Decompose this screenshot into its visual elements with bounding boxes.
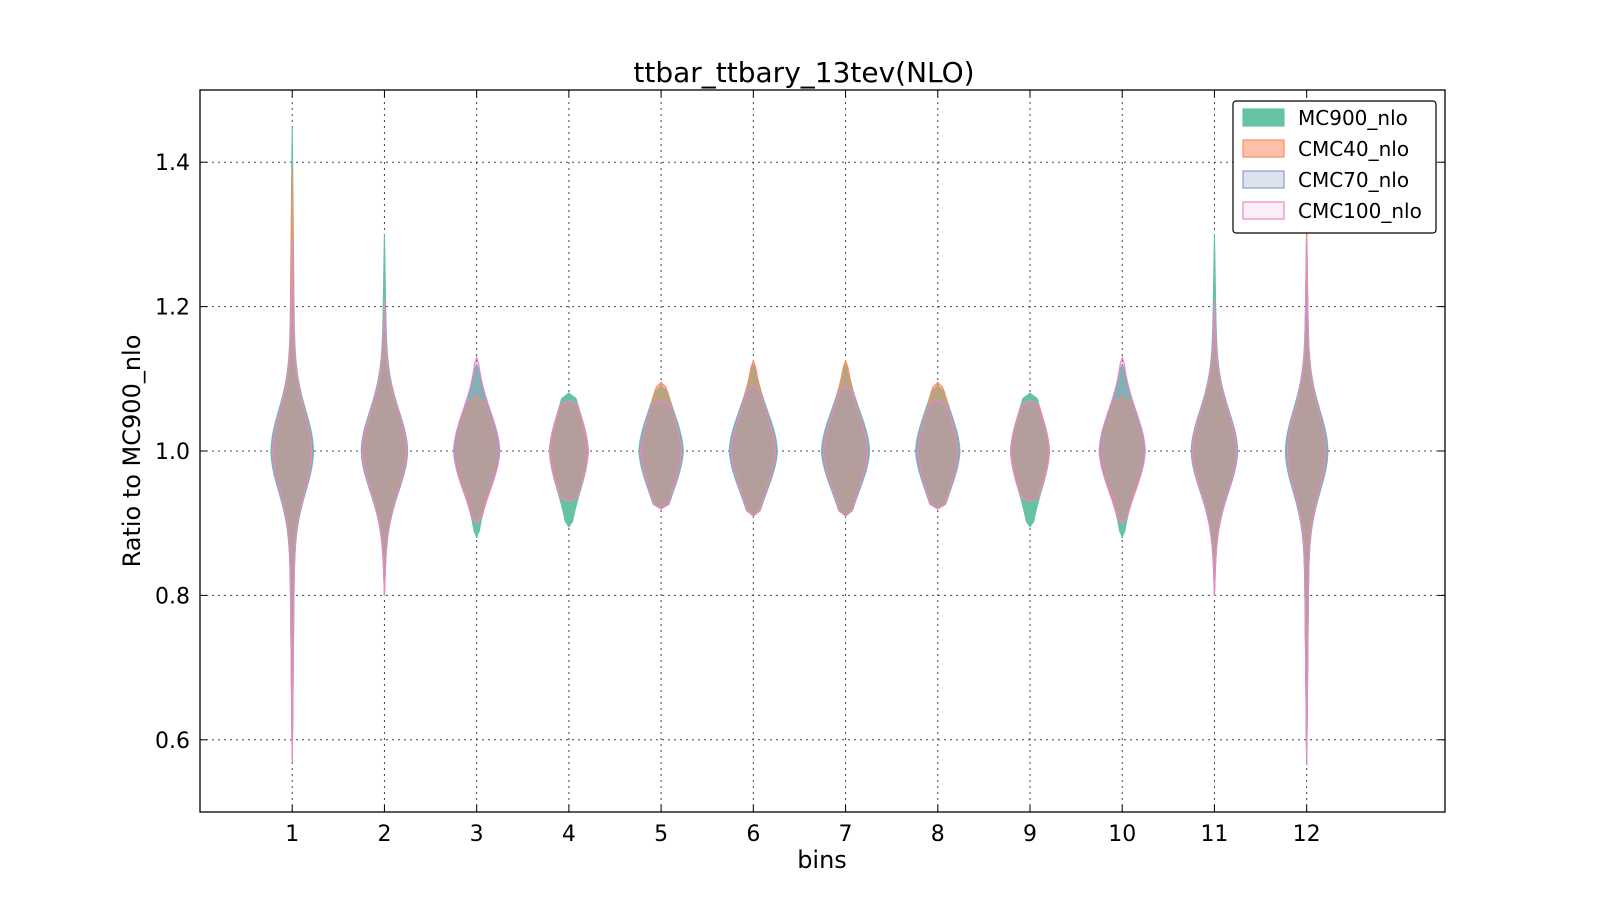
x-tick-label: 12 [1293,822,1321,847]
violin-CMC40_nlo-bin-10 [1101,396,1144,524]
x-tick-label: 6 [746,822,760,847]
legend-swatch [1242,170,1285,189]
legend-label: CMC70_nlo [1298,168,1409,192]
violin-CMC100_nlo-bin-6 [730,385,777,517]
legend-entries: MC900_nlo CMC40_nlo CMC70_nlo CMC100_nlo [1242,106,1422,223]
violin-layer [270,126,1329,766]
violin-CMC100_nlo-bin-3 [453,356,501,524]
legend-label: CMC100_nlo [1298,199,1422,223]
violin-CMC100_nlo-bin-8 [916,399,959,510]
legend-box [1232,100,1437,234]
violin-CMC70_nlo-bin-3 [453,363,500,524]
legend-swatch [1242,108,1285,127]
x-tick-label: 3 [470,822,484,847]
x-tick-label: 11 [1200,822,1228,847]
x-tick-label: 10 [1108,822,1136,847]
legend: MC900_nlo CMC40_nlo CMC70_nlo CMC100_nlo [1232,100,1437,234]
x-axis-label: bins [797,846,847,874]
violin-CMC100_nlo-bin-7 [822,385,869,517]
violin-CMC70_nlo-bin-10 [1099,363,1145,524]
legend-swatch [1242,201,1285,220]
y-tick-label: 0.6 [155,729,190,754]
violin-CMC100_nlo-bin-2 [361,299,408,596]
violin-CMC100_nlo-bin-12 [1286,241,1327,762]
y-axis-label: Ratio to MC900_nlo [118,335,146,568]
x-tick-label: 7 [839,822,853,847]
y-tick-label: 0.8 [155,584,190,609]
tick-layer: 1 2 3 4 5 6 7 8 9 10 11 120.60.81.01.21.4 [155,90,1445,847]
violin-CMC100_nlo-bin-9 [1010,399,1050,503]
x-tick-label: 1 [285,822,299,847]
violin-CMC100_nlo-bin-1 [272,241,313,762]
violin-CMC40_nlo-bin-3 [455,396,498,524]
violin-CMC100_nlo-bin-4 [548,399,589,503]
legend-swatch [1242,139,1285,158]
legend-label: MC900_nlo [1298,106,1408,130]
x-tick-label: 9 [1023,822,1037,847]
x-tick-label: 8 [931,822,945,847]
violin-CMC100_nlo-bin-11 [1191,299,1238,596]
y-tick-label: 1.2 [155,296,190,321]
x-tick-label: 5 [654,822,668,847]
x-tick-label: 4 [562,822,576,847]
legend-label: CMC40_nlo [1298,137,1409,161]
y-tick-label: 1.0 [155,440,190,465]
violin-CMC100_nlo-bin-5 [640,399,682,510]
x-tick-label: 2 [377,822,391,847]
chart-title: ttbar_ttbary_13tev(NLO) [633,56,974,89]
y-tick-label: 1.4 [155,151,190,176]
violin-CMC100_nlo-bin-10 [1098,356,1146,524]
